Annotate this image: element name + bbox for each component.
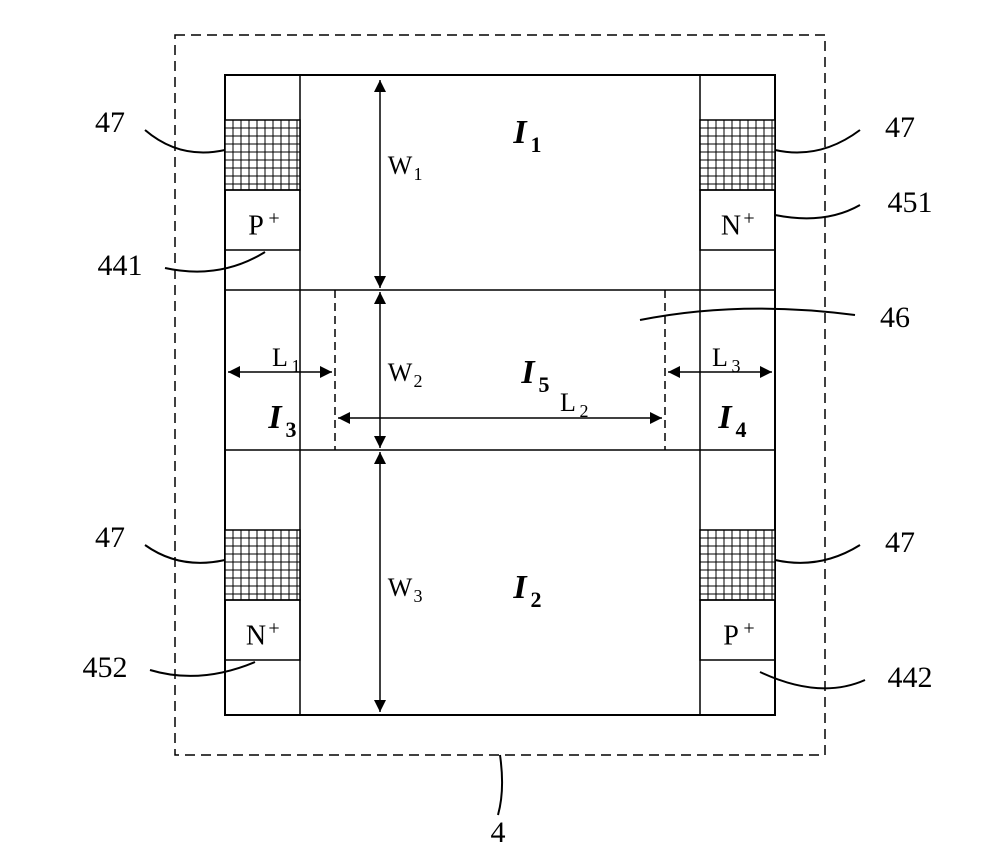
dim-W2-label: W2 — [388, 358, 423, 391]
svg-text:I: I — [520, 354, 536, 391]
svg-text:L: L — [272, 343, 288, 372]
main-box — [225, 75, 775, 715]
callout-442: 442 — [888, 661, 933, 694]
svg-text:I: I — [512, 569, 528, 606]
svg-text:3: 3 — [732, 356, 741, 376]
callout-47-br: 47 — [885, 526, 915, 559]
callout-441: 441 — [98, 249, 143, 282]
svg-text:I: I — [717, 399, 733, 436]
svg-text:I: I — [512, 114, 528, 151]
svg-text:P: P — [248, 210, 264, 241]
dim-W1-label: W1 — [388, 151, 423, 184]
svg-text:N: N — [721, 210, 741, 241]
doped-n-top-right: N+ — [721, 208, 755, 242]
svg-text:N: N — [246, 620, 266, 651]
dim-L3-label: L3 — [712, 343, 740, 376]
callout-47-tr-leader — [775, 130, 860, 153]
svg-text:2: 2 — [414, 371, 423, 391]
svg-text:L: L — [560, 388, 576, 417]
svg-text:2: 2 — [531, 587, 542, 612]
callout-452: 452 — [83, 651, 128, 684]
svg-text:L: L — [712, 343, 728, 372]
dim-L2-label: L2 — [560, 388, 588, 421]
callout-47-tl-leader — [145, 130, 225, 153]
callout-4-leader — [498, 755, 502, 815]
doped-n-bot-left: N+ — [246, 618, 280, 652]
callout-452-leader — [150, 662, 255, 676]
svg-text:3: 3 — [414, 586, 423, 606]
callout-46: 46 — [880, 301, 910, 334]
svg-text:1: 1 — [531, 132, 542, 157]
callout-451-leader — [775, 205, 860, 218]
svg-text:W: W — [388, 151, 413, 180]
callout-451: 451 — [888, 186, 933, 219]
region-I2: I2 — [512, 569, 541, 612]
svg-text:+: + — [743, 618, 754, 640]
hatch-top-right — [700, 120, 775, 190]
callout-47-tl: 47 — [95, 106, 125, 139]
callout-47-bl: 47 — [95, 521, 125, 554]
svg-text:+: + — [743, 208, 754, 230]
svg-text:3: 3 — [286, 417, 297, 442]
region-I5: I5 — [520, 354, 549, 397]
svg-text:2: 2 — [580, 401, 589, 421]
dim-L1-label: L1 — [272, 343, 300, 376]
region-I1: I1 — [512, 114, 541, 157]
callout-47-bl-leader — [145, 545, 225, 563]
hatch-bot-left — [225, 530, 300, 600]
svg-text:1: 1 — [292, 356, 301, 376]
callout-47-tr: 47 — [885, 111, 915, 144]
svg-text:W: W — [388, 358, 413, 387]
hatch-bot-right — [700, 530, 775, 600]
doped-p-bot-right: P+ — [723, 618, 754, 652]
svg-text:1: 1 — [414, 164, 423, 184]
svg-text:+: + — [268, 208, 279, 230]
callout-47-br-leader — [775, 545, 860, 563]
svg-text:P: P — [723, 620, 739, 651]
callout-46-leader — [640, 309, 855, 320]
dim-W3-label: W3 — [388, 573, 423, 606]
callout-441-leader — [165, 252, 265, 272]
doped-p-top-left: P+ — [248, 208, 279, 242]
svg-text:5: 5 — [539, 372, 550, 397]
svg-text:W: W — [388, 573, 413, 602]
region-I3: I3 — [267, 399, 296, 442]
callout-4: 4 — [491, 816, 506, 849]
region-I4: I4 — [717, 399, 746, 442]
hatch-top-left — [225, 120, 300, 190]
svg-text:+: + — [268, 618, 279, 640]
svg-text:I: I — [267, 399, 283, 436]
svg-text:4: 4 — [736, 417, 747, 442]
